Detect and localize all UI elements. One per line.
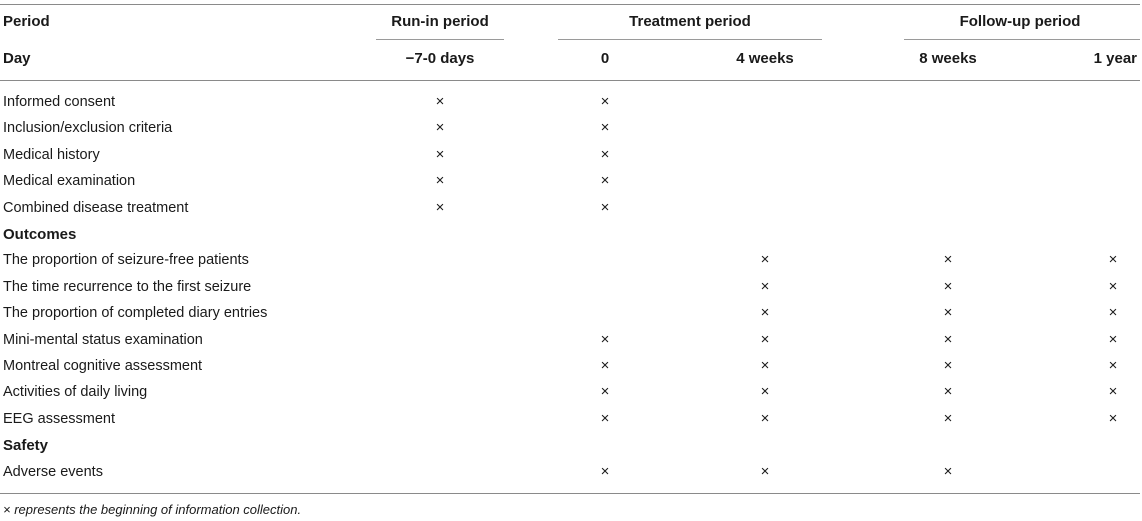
row-label: Combined disease treatment	[3, 199, 189, 216]
run-in-underline	[376, 39, 504, 40]
row-label: Informed consent	[3, 94, 116, 110]
check-mark: ×	[1108, 383, 1118, 401]
check-mark: ×	[943, 251, 953, 269]
check-mark: ×	[760, 304, 770, 322]
run-in-period-header: Run-in period	[391, 13, 489, 30]
table-row: Informed consent × ×	[0, 90, 1140, 116]
check-mark: ×	[435, 198, 445, 216]
table-row: Medical examination × ×	[0, 169, 1140, 195]
table-row: Montreal cognitive assessment × × × ×	[0, 354, 1140, 380]
bottom-rule	[0, 493, 1140, 494]
check-mark: ×	[1108, 357, 1118, 374]
check-mark: ×	[943, 462, 953, 480]
check-mark: ×	[600, 145, 610, 163]
table-row: EEG assessment × × × ×	[0, 407, 1140, 433]
check-mark: ×	[943, 409, 953, 427]
day-0: 0	[600, 50, 610, 67]
period-header: Period	[3, 13, 50, 30]
check-mark: ×	[760, 357, 770, 374]
follow-up-underline	[904, 39, 1140, 40]
row-label: The proportion of seizure-free patients	[3, 252, 249, 269]
treatment-underline	[558, 39, 822, 40]
table-row: Medical history × ×	[0, 143, 1140, 169]
check-mark: ×	[943, 357, 953, 374]
header-rule	[0, 80, 1140, 81]
check-mark: ×	[600, 172, 610, 190]
row-label: Adverse events	[3, 463, 103, 480]
table-row: Activities of daily living × × × ×	[0, 380, 1140, 406]
section-label: Outcomes	[3, 226, 77, 243]
row-label: Mini-mental status examination	[3, 331, 203, 348]
row-label: Medical history	[3, 146, 100, 163]
table-row: Combined disease treatment × ×	[0, 196, 1140, 222]
check-mark: ×	[600, 119, 610, 137]
check-mark: ×	[760, 462, 770, 480]
day-8-weeks: 8 weeks	[919, 50, 977, 67]
check-mark: ×	[760, 383, 770, 401]
check-mark: ×	[943, 304, 953, 322]
table-row: The proportion of seizure-free patients ×…	[0, 248, 1140, 274]
check-mark: ×	[1108, 330, 1118, 348]
check-mark: ×	[760, 251, 770, 269]
check-mark: ×	[943, 330, 953, 348]
day-header: Day	[3, 50, 31, 67]
day-1-year: 1 year	[1093, 50, 1137, 67]
row-label: Medical examination	[3, 173, 136, 190]
check-mark: ×	[600, 198, 610, 216]
day-run-in: −7-0 days	[405, 50, 475, 67]
check-mark: ×	[435, 93, 445, 110]
check-mark: ×	[943, 277, 953, 295]
table-row: Adverse events × × ×	[0, 460, 1140, 486]
check-mark: ×	[600, 93, 610, 110]
check-mark: ×	[760, 409, 770, 427]
check-mark: ×	[1108, 409, 1118, 427]
table-row: The proportion of completed diary entrie…	[0, 301, 1140, 327]
check-mark: ×	[943, 383, 953, 401]
check-mark: ×	[760, 277, 770, 295]
day-4-weeks: 4 weeks	[736, 50, 794, 67]
treatment-period-header: Treatment period	[629, 13, 751, 30]
check-mark: ×	[600, 383, 610, 401]
check-mark: ×	[600, 409, 610, 427]
check-mark: ×	[1108, 251, 1118, 269]
section-row: Safety	[0, 433, 1140, 459]
row-label: Inclusion/exclusion criteria	[3, 120, 173, 137]
footnote: × represents the beginning of informatio…	[3, 502, 302, 517]
table-row: Mini-mental status examination × × × ×	[0, 328, 1140, 354]
row-label: Activities of daily living	[3, 384, 148, 401]
row-label: Montreal cognitive assessment	[3, 358, 203, 374]
check-mark: ×	[435, 119, 445, 137]
check-mark: ×	[600, 462, 610, 480]
table-row: Inclusion/exclusion criteria × ×	[0, 116, 1140, 142]
top-rule	[0, 4, 1140, 5]
check-mark: ×	[600, 330, 610, 348]
row-label: The proportion of completed diary entrie…	[3, 305, 268, 322]
section-row: Outcomes	[0, 222, 1140, 248]
section-label: Safety	[3, 437, 49, 455]
check-mark: ×	[760, 330, 770, 348]
row-label: The time recurrence to the first seizure	[3, 278, 252, 295]
check-mark: ×	[435, 172, 445, 190]
row-label: EEG assessment	[3, 410, 116, 427]
check-mark: ×	[600, 357, 610, 374]
check-mark: ×	[1108, 304, 1118, 322]
check-mark: ×	[435, 145, 445, 163]
follow-up-period-header: Follow-up period	[959, 13, 1081, 30]
check-mark: ×	[1108, 277, 1118, 295]
table-row: The time recurrence to the first seizure…	[0, 275, 1140, 301]
